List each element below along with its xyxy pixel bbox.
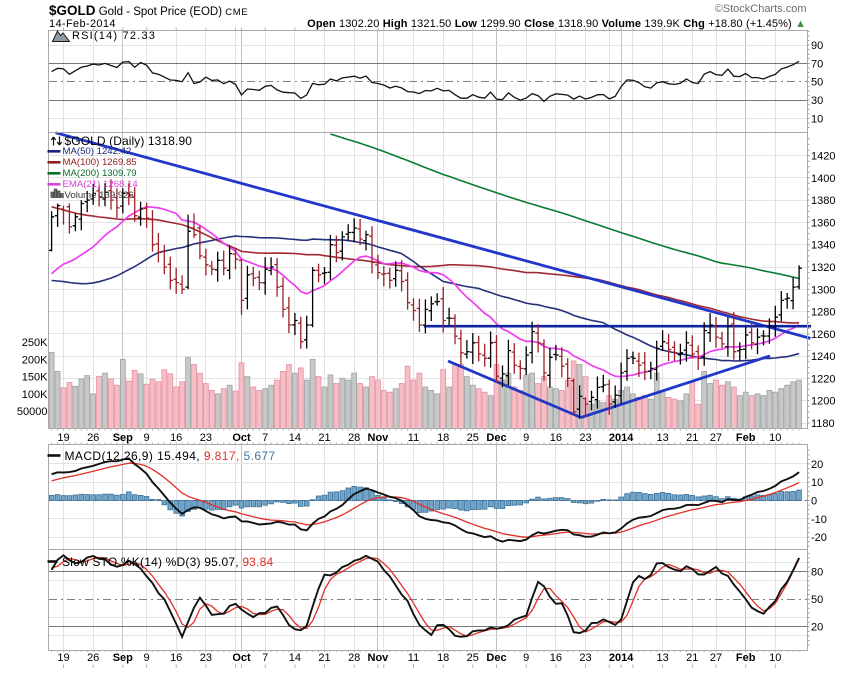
svg-text:1280: 1280 — [811, 307, 835, 319]
svg-text:1260: 1260 — [811, 329, 835, 341]
svg-text:19: 19 — [57, 432, 69, 444]
svg-text:18: 18 — [437, 652, 449, 664]
svg-text:16: 16 — [550, 652, 562, 664]
svg-text:11: 11 — [408, 432, 419, 444]
svg-text:Sep: Sep — [113, 432, 133, 444]
svg-text:16: 16 — [170, 652, 182, 664]
svg-text:10: 10 — [811, 113, 823, 125]
svg-text:Nov: Nov — [368, 432, 390, 444]
svg-text:2014: 2014 — [609, 652, 634, 664]
svg-text:14: 14 — [289, 432, 301, 444]
svg-text:23: 23 — [200, 432, 212, 444]
svg-text:23: 23 — [579, 432, 591, 444]
svg-text:16: 16 — [550, 432, 562, 444]
svg-text:13: 13 — [656, 432, 668, 444]
svg-text:23: 23 — [579, 652, 591, 664]
svg-text:1420: 1420 — [811, 151, 835, 163]
svg-text:9: 9 — [144, 652, 150, 664]
svg-text:0: 0 — [811, 496, 817, 508]
svg-text:1300: 1300 — [811, 284, 835, 296]
svg-text:25: 25 — [467, 652, 479, 664]
svg-text:1380: 1380 — [811, 195, 835, 207]
svg-text:7: 7 — [262, 432, 268, 444]
svg-text:1320: 1320 — [811, 262, 835, 274]
svg-text:Sep: Sep — [113, 652, 133, 664]
svg-text:19: 19 — [57, 652, 69, 664]
svg-text:7: 7 — [262, 652, 268, 664]
svg-text:27: 27 — [710, 432, 722, 444]
svg-text:Feb: Feb — [736, 652, 756, 664]
svg-text:25: 25 — [467, 432, 479, 444]
svg-text:Dec: Dec — [486, 432, 506, 444]
svg-text:21: 21 — [686, 652, 698, 664]
svg-text:21: 21 — [686, 432, 698, 444]
svg-text:Oct: Oct — [232, 432, 251, 444]
svg-text:1220: 1220 — [811, 373, 835, 385]
svg-text:18: 18 — [437, 432, 449, 444]
svg-text:21: 21 — [318, 432, 330, 444]
svg-text:150K: 150K — [22, 372, 48, 384]
svg-text:10: 10 — [769, 652, 781, 664]
svg-text:30: 30 — [811, 95, 823, 107]
svg-text:13: 13 — [656, 652, 668, 664]
svg-text:1200: 1200 — [811, 396, 835, 408]
svg-text:23: 23 — [200, 652, 212, 664]
svg-text:80: 80 — [811, 567, 823, 579]
svg-text:50: 50 — [811, 594, 823, 606]
svg-text:2014: 2014 — [609, 432, 634, 444]
svg-text:90: 90 — [811, 40, 823, 52]
svg-text:20: 20 — [811, 622, 823, 634]
svg-text:20: 20 — [811, 459, 823, 471]
svg-text:Nov: Nov — [368, 652, 390, 664]
svg-text:16: 16 — [170, 432, 182, 444]
svg-text:21: 21 — [318, 652, 330, 664]
svg-text:200K: 200K — [22, 354, 48, 366]
svg-text:9: 9 — [523, 652, 529, 664]
svg-text:27: 27 — [710, 652, 722, 664]
svg-text:70: 70 — [811, 58, 823, 70]
svg-text:1400: 1400 — [811, 173, 835, 185]
svg-text:50000: 50000 — [17, 406, 48, 418]
svg-text:Dec: Dec — [486, 652, 506, 664]
svg-text:28: 28 — [348, 432, 360, 444]
svg-text:26: 26 — [87, 652, 99, 664]
svg-text:9: 9 — [523, 432, 529, 444]
svg-text:26: 26 — [87, 432, 99, 444]
svg-text:50: 50 — [811, 77, 823, 89]
svg-text:9: 9 — [144, 432, 150, 444]
svg-text:10: 10 — [769, 432, 781, 444]
svg-text:250K: 250K — [22, 337, 48, 349]
svg-text:10: 10 — [811, 477, 823, 489]
svg-text:1180: 1180 — [811, 418, 835, 430]
svg-text:-20: -20 — [811, 532, 827, 544]
svg-text:100K: 100K — [22, 389, 48, 401]
svg-text:11: 11 — [408, 652, 419, 664]
svg-text:1240: 1240 — [811, 351, 835, 363]
svg-text:1360: 1360 — [811, 217, 835, 229]
svg-text:Feb: Feb — [736, 432, 756, 444]
svg-text:-10: -10 — [811, 514, 827, 526]
svg-text:1340: 1340 — [811, 240, 835, 252]
svg-text:Oct: Oct — [232, 652, 251, 664]
svg-text:28: 28 — [348, 652, 360, 664]
svg-text:14: 14 — [289, 652, 301, 664]
